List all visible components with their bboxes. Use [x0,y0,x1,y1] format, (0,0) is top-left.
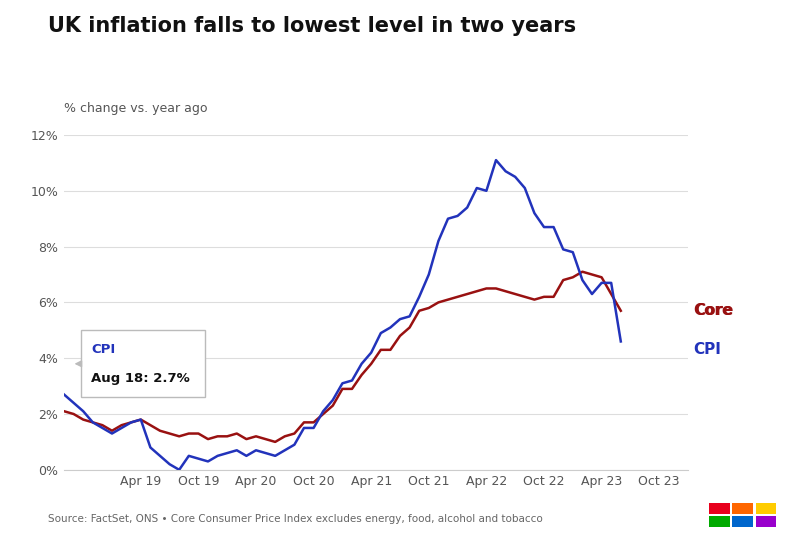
FancyBboxPatch shape [710,503,730,514]
Text: CPI: CPI [91,343,115,356]
FancyBboxPatch shape [82,330,205,397]
FancyBboxPatch shape [755,516,776,527]
Text: Source: FactSet, ONS • Core Consumer Price Index excludes energy, food, alcohol : Source: FactSet, ONS • Core Consumer Pri… [48,514,542,524]
Text: % change vs. year ago: % change vs. year ago [64,102,207,115]
FancyBboxPatch shape [755,503,776,514]
FancyBboxPatch shape [733,516,753,527]
Text: CPI: CPI [693,342,721,357]
FancyBboxPatch shape [733,503,753,514]
FancyBboxPatch shape [710,516,730,527]
Text: UK inflation falls to lowest level in two years: UK inflation falls to lowest level in tw… [48,16,576,36]
Text: Aug 18: 2.7%: Aug 18: 2.7% [91,372,190,384]
Text: Core: Core [694,303,734,318]
Text: Core: Core [693,303,732,318]
